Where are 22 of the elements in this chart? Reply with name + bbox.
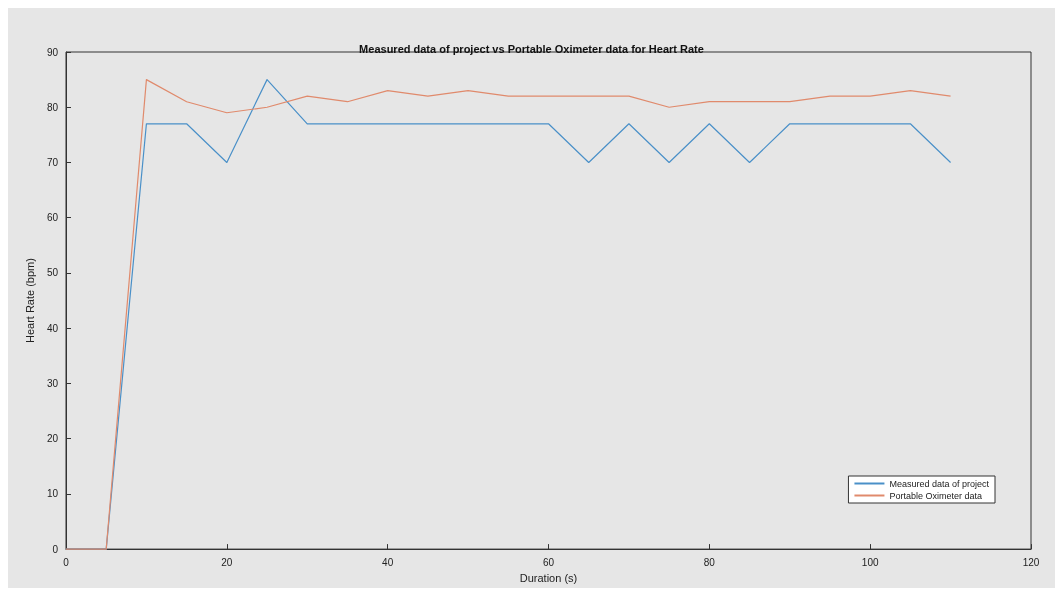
x-tick-label: 100 xyxy=(861,556,879,568)
x-tick-label: 60 xyxy=(542,556,555,568)
legend-label: Measured data of project xyxy=(889,478,990,489)
chart-title: Measured data of project vs Portable Oximeter data for Heart Rate xyxy=(359,42,704,55)
y-tick-label: 80 xyxy=(46,101,59,113)
y-tick-label: 60 xyxy=(46,212,59,224)
y-tick-label: 10 xyxy=(46,488,59,500)
y-tick-label: 30 xyxy=(46,377,59,389)
x-tick-label: 0 xyxy=(63,556,70,568)
x-tick-label: 80 xyxy=(703,556,716,568)
y-axis-title: Heart Rate (bpm) xyxy=(24,258,37,344)
x-tick-label: 40 xyxy=(382,556,394,568)
y-tick-label: 90 xyxy=(46,46,59,58)
y-tick-label: 40 xyxy=(46,322,59,334)
y-tick-label: 70 xyxy=(46,156,59,168)
y-tick-label: 20 xyxy=(46,433,59,445)
x-tick-label: 120 xyxy=(1022,556,1040,568)
y-tick-label: 50 xyxy=(46,267,59,279)
y-tick-label: 0 xyxy=(52,543,59,555)
x-axis-title: Duration (s) xyxy=(519,571,578,584)
x-tick-label: 20 xyxy=(221,556,233,568)
legend-label: Portable Oximeter data xyxy=(889,490,982,501)
